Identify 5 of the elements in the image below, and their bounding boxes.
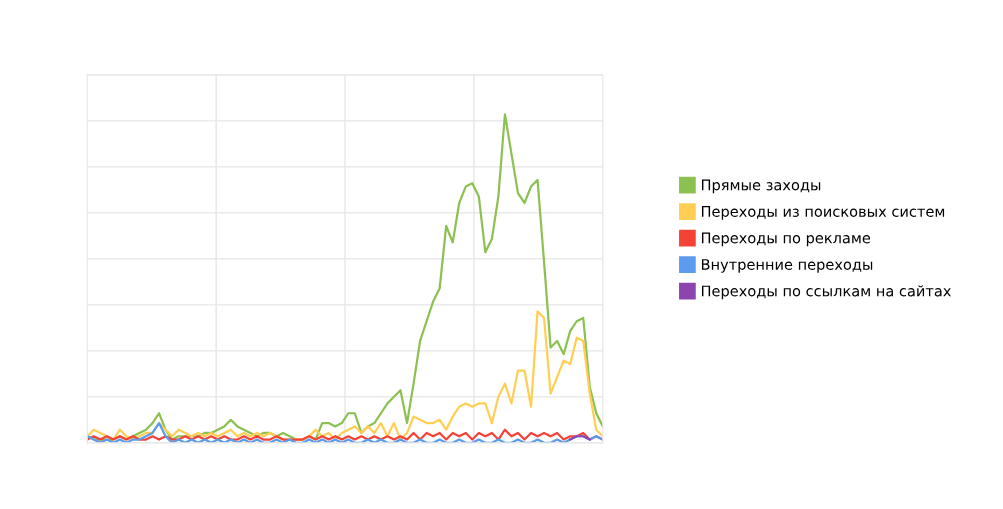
legend-label: Внутренние переходы	[701, 259, 873, 273]
legend-label: Переходы по рекламе	[701, 232, 871, 247]
legend-label: Прямые заходы	[701, 179, 821, 194]
legend-label: Переходы из поисковых систем	[701, 206, 945, 220]
legend-label: Переходы по ссылкам на сайтах	[701, 285, 951, 300]
